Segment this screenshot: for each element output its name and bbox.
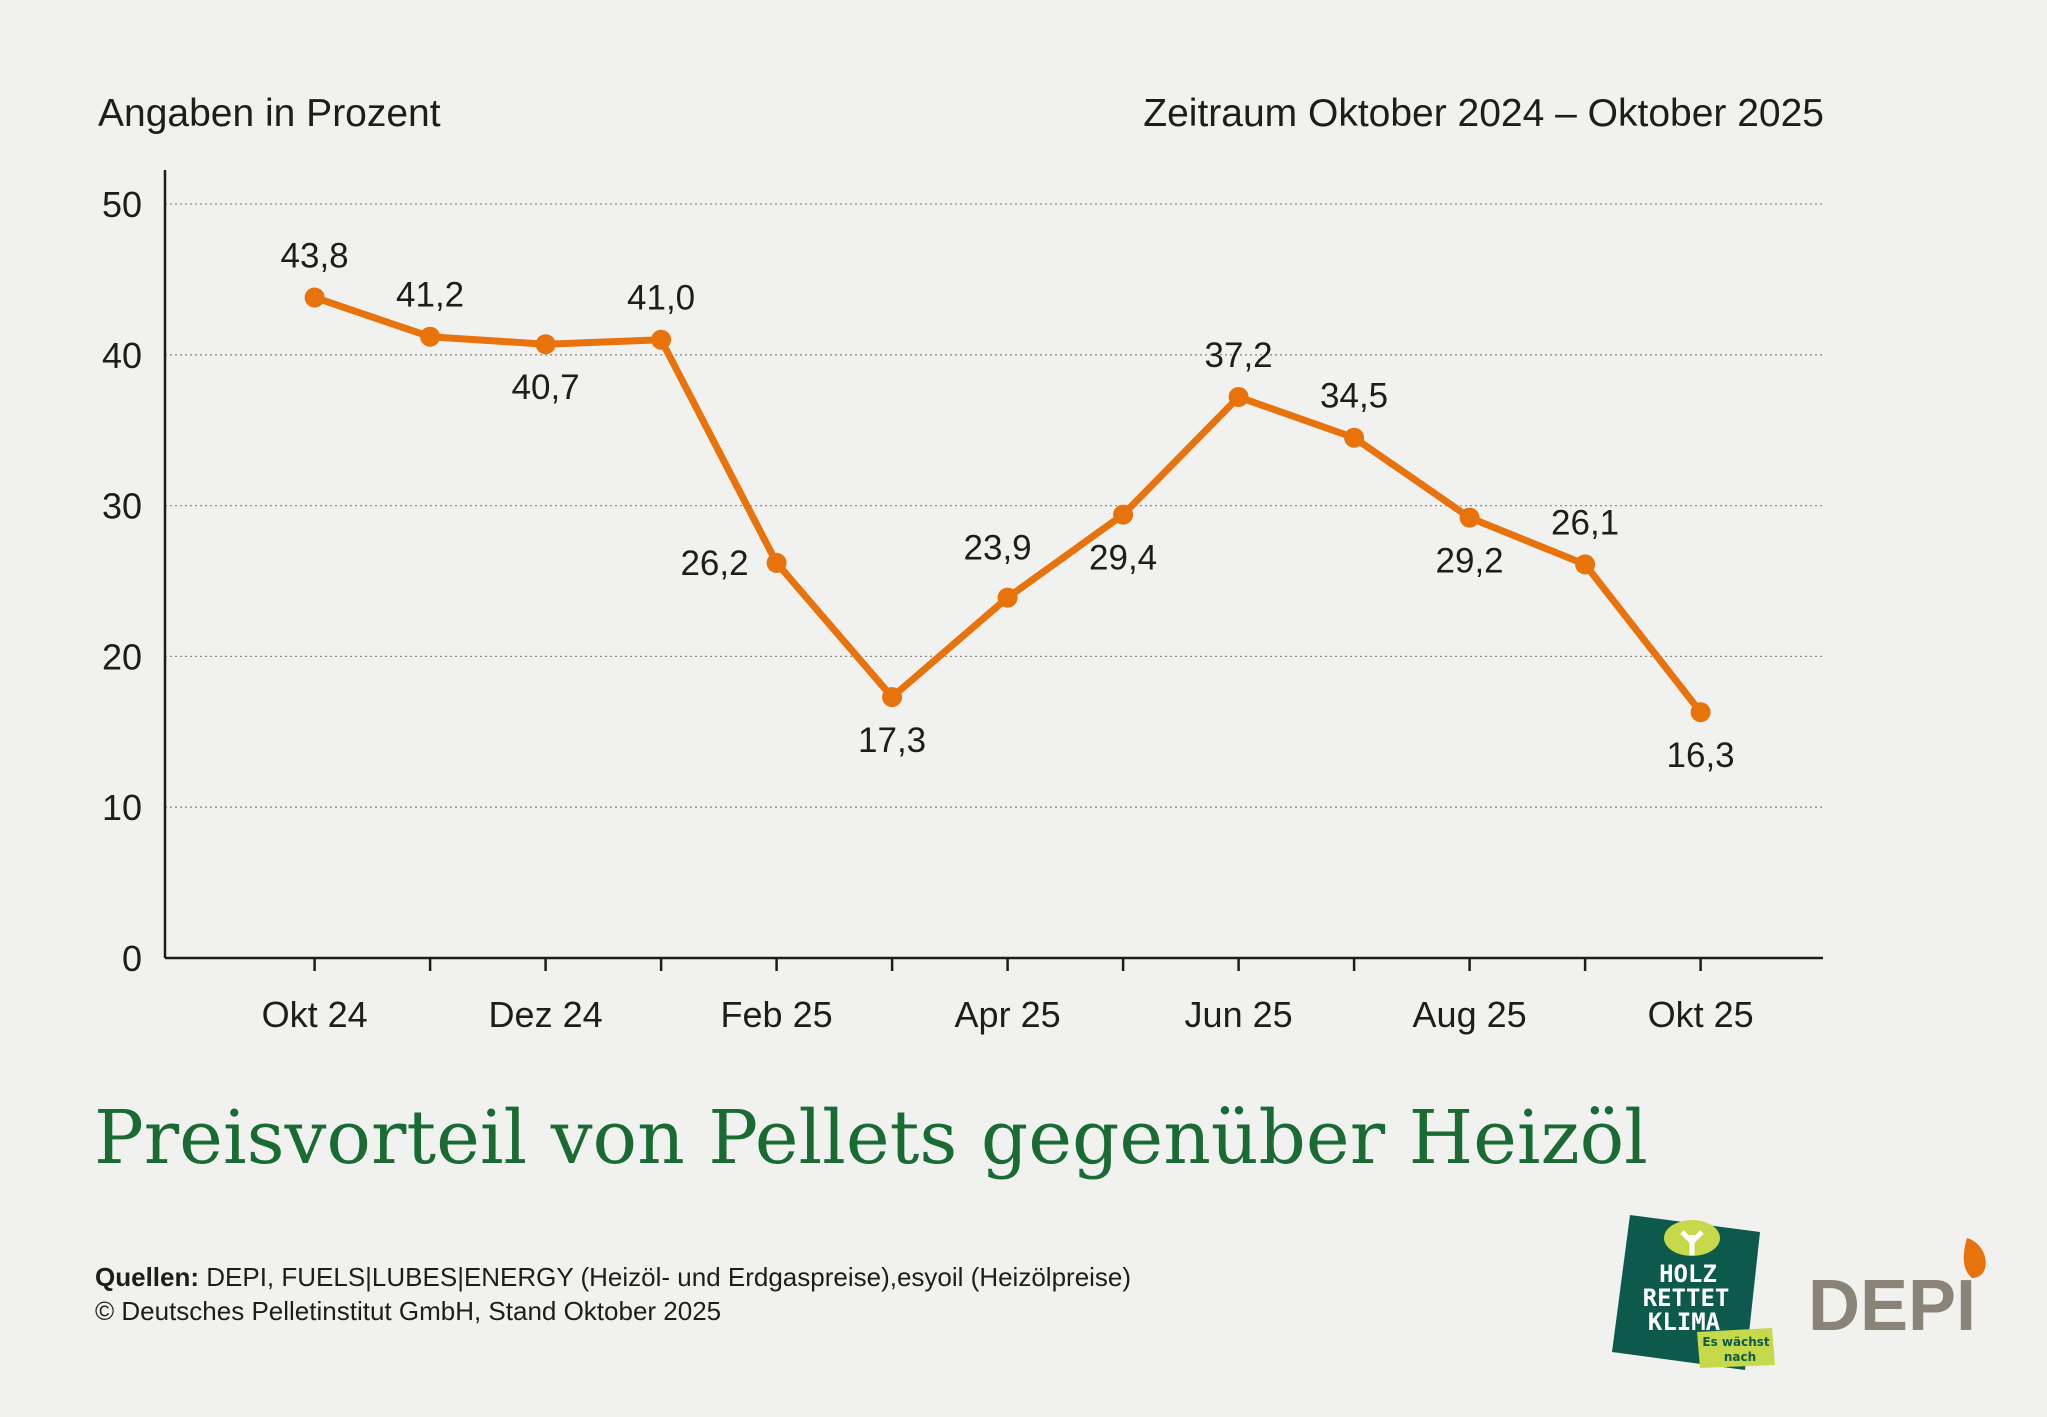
y-tick-label: 0: [122, 938, 142, 979]
period-label: Zeitraum Oktober 2024 – Oktober 2025: [1143, 92, 1824, 135]
sources-text: DEPI, FUELS|LUBES|ENERGY (Heizöl- und Er…: [199, 1262, 1132, 1292]
data-label: 40,7: [512, 368, 580, 407]
y-tick-label: 30: [102, 486, 142, 527]
line-chart: 0 10 20 30 40 50 Okt 24 Dez 24 Feb 25 Apr 25 Jun 2…: [102, 170, 1823, 1035]
holz-rettet-klima-logo: HOLZ RETTET KLIMA Es wächst nach: [1612, 1215, 1775, 1370]
x-tick-label: Okt 25: [1648, 994, 1754, 1035]
data-point: [1575, 554, 1596, 575]
data-label: 17,3: [858, 721, 926, 760]
flame-icon: [1963, 1238, 1986, 1278]
data-point: [1690, 702, 1711, 723]
svg-text:DEPI: DEPI: [1808, 1266, 1976, 1346]
data-label: 26,2: [680, 544, 748, 583]
y-unit-label: Angaben in Prozent: [98, 92, 441, 135]
data-label: 16,3: [1667, 736, 1735, 775]
svg-text:KLIMA: KLIMA: [1648, 1308, 1721, 1336]
data-label: 43,8: [281, 236, 349, 275]
svg-text:RETTET: RETTET: [1643, 1284, 1730, 1312]
x-tick-label: Aug 25: [1413, 994, 1527, 1035]
svg-text:nach: nach: [1724, 1350, 1756, 1364]
y-tick-label: 50: [102, 184, 142, 225]
y-tick-label: 10: [102, 787, 142, 828]
data-label: 41,2: [396, 276, 464, 315]
data-point: [1113, 504, 1134, 525]
x-tick-label: Feb 25: [721, 994, 833, 1035]
svg-text:Es wächst: Es wächst: [1702, 1335, 1770, 1349]
data-point: [882, 687, 903, 708]
x-tick-label: Dez 24: [489, 994, 603, 1035]
y-tick-label: 40: [102, 335, 142, 376]
x-tick-label: Apr 25: [955, 994, 1061, 1035]
holz-text: HOLZ: [1659, 1260, 1717, 1288]
data-point: [420, 326, 441, 347]
x-tick-label: Okt 24: [262, 994, 368, 1035]
data-point: [766, 552, 787, 573]
logos: HOLZ RETTET KLIMA Es wächst nach DEPI: [1612, 1215, 1986, 1370]
data-point: [1344, 427, 1365, 448]
data-label: 26,1: [1551, 503, 1619, 542]
data-point: [304, 287, 325, 308]
sources: Quellen: DEPI, FUELS|LUBES|ENERGY (Heizö…: [95, 1262, 1131, 1293]
data-label: 34,5: [1320, 377, 1388, 416]
chart-title: Preisvorteil von Pellets gegenüber Heizö…: [94, 1095, 1648, 1181]
data-label: 29,4: [1089, 539, 1157, 578]
y-tick-label: 20: [102, 636, 142, 677]
copyright: © Deutsches Pelletinstitut GmbH, Stand O…: [95, 1296, 722, 1326]
depi-logo: DEPI: [1808, 1238, 1986, 1346]
data-label: 23,9: [964, 529, 1032, 568]
x-tick-label: Jun 25: [1185, 994, 1293, 1035]
series-line: [313, 294, 1704, 715]
data-label: 41,0: [627, 279, 695, 318]
data-label: 29,2: [1436, 542, 1504, 581]
data-point: [997, 587, 1018, 608]
data-point: [535, 334, 556, 355]
data-point: [651, 329, 672, 350]
data-point: [1459, 507, 1480, 528]
data-label: 37,2: [1205, 336, 1273, 375]
data-point: [1228, 387, 1249, 408]
sources-label: Quellen:: [95, 1262, 200, 1292]
